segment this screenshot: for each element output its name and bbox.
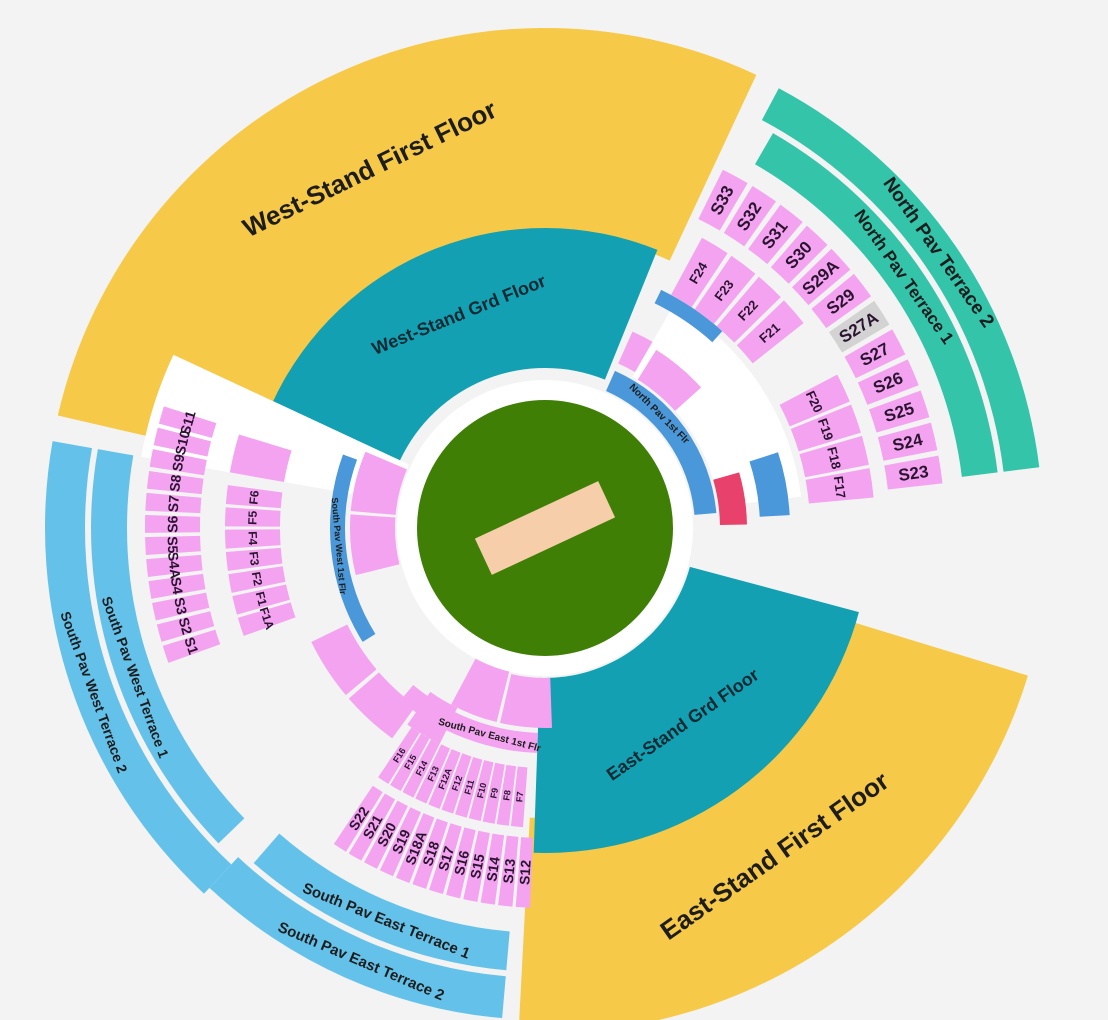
west-lower-block-1[interactable] [311,624,377,696]
block-f15[interactable] [390,733,430,792]
block-s24[interactable] [877,422,938,461]
block-f12a[interactable] [428,749,461,809]
west-inner-block-2[interactable] [349,514,400,576]
block-f21[interactable] [736,300,804,364]
block-f6[interactable] [225,485,283,509]
block-s27[interactable] [844,329,906,379]
block-s27a[interactable] [828,300,890,353]
block-f11[interactable] [455,756,483,818]
south-east-inner-block-1[interactable] [451,651,512,723]
block-s30[interactable] [770,225,828,284]
block-s17[interactable] [429,823,462,895]
block-s4a[interactable] [146,554,203,577]
north-pav-terrace-1[interactable] [755,133,998,477]
block-s12[interactable] [515,837,533,908]
south-pav-west-terrace-2[interactable] [45,441,232,894]
block-f19[interactable] [790,404,861,452]
block-f1a[interactable] [237,602,296,636]
block-s4[interactable] [148,573,206,599]
block-f4[interactable] [225,529,281,549]
block-s22[interactable] [333,785,383,852]
east-stand-grd-floor[interactable] [533,566,859,853]
block-f8[interactable] [496,764,517,826]
south-pav-west-1st-flr[interactable] [330,454,376,642]
block-s23[interactable] [884,455,943,490]
north-pav-1st-flr-concourse [632,304,802,507]
block-s3[interactable] [152,592,210,621]
south-east-inner-block-2[interactable] [500,674,552,728]
block-s26[interactable] [857,359,919,405]
block-f24[interactable] [671,237,728,308]
block-s11[interactable] [158,406,217,438]
north-pav-side-block-2[interactable] [637,349,702,411]
block-s2[interactable] [156,611,215,642]
block-s20[interactable] [364,800,408,869]
block-f10[interactable] [468,760,494,822]
block-f9[interactable] [482,762,505,824]
block-f18[interactable] [799,435,869,478]
block-s18[interactable] [412,818,448,889]
west-inner-block-1[interactable] [350,451,407,515]
block-s14[interactable] [480,833,505,905]
block-s6[interactable] [144,514,201,533]
west-stand-grd-floor[interactable] [273,227,658,461]
block-s29[interactable] [811,273,872,329]
block-s16[interactable] [446,827,476,899]
block-s21[interactable] [348,793,396,861]
block-s5[interactable] [145,535,201,555]
south-pav-east-terrace-1[interactable] [253,833,510,971]
block-f5[interactable] [225,507,281,527]
west-lower-block-2[interactable] [348,672,416,739]
block-s25[interactable] [868,390,930,433]
north-pav-side-block-1[interactable] [618,331,653,373]
north-pav-east-band[interactable] [749,452,790,517]
block-f3[interactable] [225,547,283,571]
north-pav-1st-flr[interactable] [606,370,717,515]
block-s18a[interactable] [396,813,435,883]
block-f23[interactable] [694,255,756,324]
block-f2[interactable] [228,566,286,593]
east-stand-first-floor[interactable] [519,612,1028,1020]
block-s15[interactable] [463,830,490,902]
block-f7[interactable] [510,766,528,828]
south-pav-east-terrace-2[interactable] [209,857,506,1019]
block-f13[interactable] [415,744,451,804]
west-mid-block[interactable] [229,434,292,482]
block-s7[interactable] [145,492,202,514]
block-f22[interactable] [716,276,781,343]
block-s8[interactable] [146,470,204,495]
south-pav-east-1st-flr[interactable] [400,685,538,753]
block-s31[interactable] [748,204,803,265]
block-s19[interactable] [379,807,421,877]
block-s32[interactable] [723,185,776,247]
block-s10[interactable] [153,427,212,457]
block-s33[interactable] [698,169,748,231]
north-pav-upper-band[interactable] [654,289,723,343]
block-f20[interactable] [779,374,850,427]
pitch-strip [474,481,616,575]
block-s9[interactable] [149,449,207,476]
north-pav-terrace-2[interactable] [761,88,1040,472]
block-f1[interactable] [232,584,290,615]
block-s1[interactable] [162,629,221,663]
block-f16[interactable] [378,727,420,784]
west-stand-first-floor[interactable] [57,28,757,462]
north-pav-highlight-block[interactable] [713,472,747,525]
block-s13[interactable] [498,835,519,907]
block-s29a[interactable] [792,248,851,306]
block-f17[interactable] [805,468,874,504]
block-f12[interactable] [441,753,472,814]
south-pav-west-terrace-1[interactable] [91,449,245,844]
block-f14[interactable] [402,739,440,798]
